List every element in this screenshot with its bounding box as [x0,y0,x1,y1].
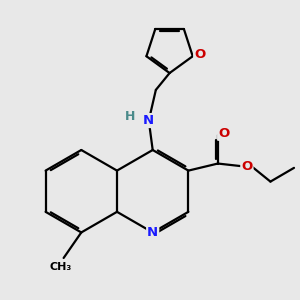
Text: N: N [147,226,158,239]
Text: CH₃: CH₃ [50,262,72,272]
Text: H: H [125,110,135,123]
Text: O: O [241,160,253,173]
Text: N: N [143,114,154,127]
Text: O: O [218,127,230,140]
Text: O: O [194,48,206,61]
